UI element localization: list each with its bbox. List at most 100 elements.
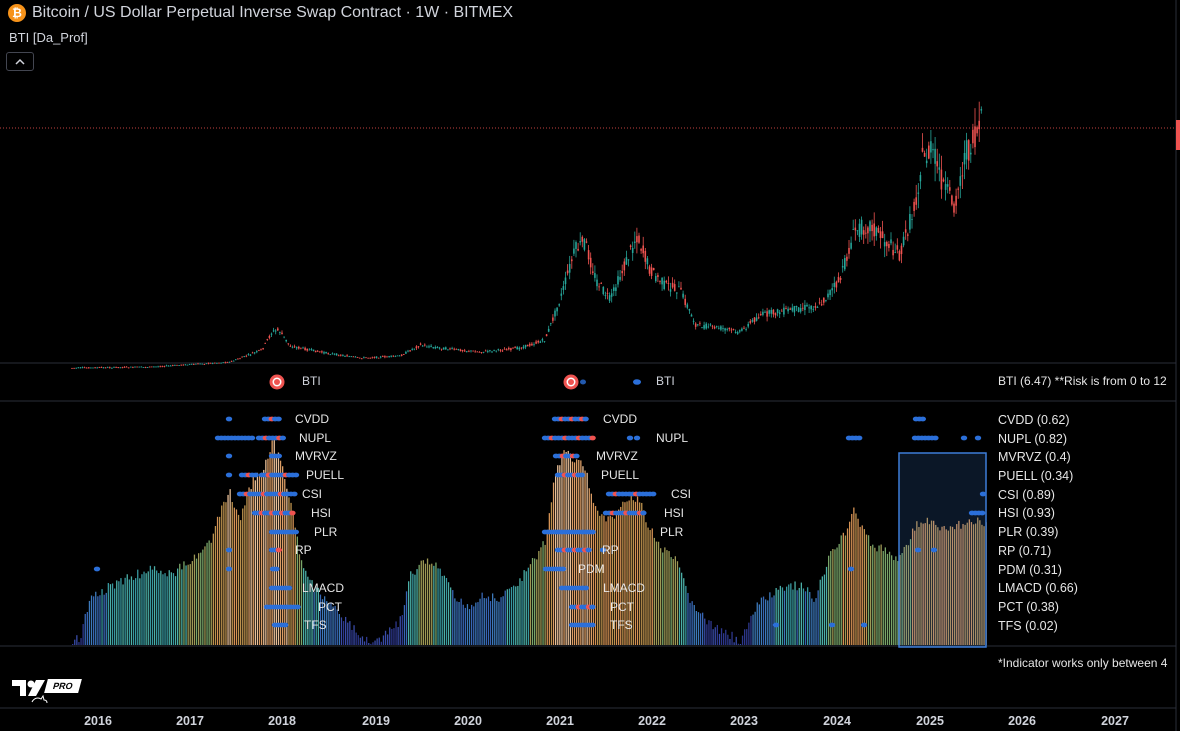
candle-body [520, 347, 523, 349]
candle-body [655, 276, 657, 282]
histogram-bar [750, 615, 752, 645]
candle-body [415, 346, 418, 349]
histogram-bar [471, 604, 473, 645]
candle-body [237, 358, 239, 360]
candle-body [667, 283, 670, 284]
histogram-bar [170, 572, 172, 645]
metric-dot [919, 416, 926, 422]
histogram-bar [668, 551, 670, 645]
histogram-bar [626, 501, 628, 645]
histogram-bar [754, 611, 756, 645]
histogram-bar [422, 560, 424, 645]
selection-box[interactable] [898, 452, 987, 648]
metric-dot [225, 472, 233, 478]
candle-body [451, 348, 453, 349]
candle-body [92, 367, 94, 369]
candle-body [104, 367, 107, 369]
histogram-bar [122, 584, 124, 645]
metric-value: PDM (0.31) [998, 562, 1062, 577]
histogram-bar [582, 466, 584, 645]
candle-body [936, 161, 938, 167]
candle-body [953, 203, 955, 213]
histogram-bar [292, 511, 294, 645]
candle-body [316, 350, 319, 352]
candle-body [321, 351, 323, 353]
histogram-bar [330, 602, 332, 645]
candle-body [384, 356, 386, 358]
symbol-title: Bitcoin / US Dollar Perpetual Inverse Sw… [32, 4, 514, 21]
candle-body [736, 332, 739, 334]
candle-body [892, 249, 894, 256]
candle-body [327, 353, 329, 355]
histogram-bar [147, 571, 149, 645]
histogram-bar [664, 547, 666, 645]
candle-body [631, 248, 634, 253]
histogram-bar [313, 591, 315, 645]
candle-body [447, 349, 449, 351]
histogram-bar [899, 554, 901, 645]
histogram-bar [828, 555, 830, 645]
candle-body [306, 348, 308, 351]
time-axis-label: 2021 [546, 714, 574, 728]
collapse-button[interactable] [6, 52, 34, 71]
candle-body [436, 346, 439, 348]
histogram-bar [233, 507, 235, 645]
candle-body [287, 343, 290, 345]
histogram-bar [855, 513, 857, 645]
candle-body [510, 348, 512, 351]
candle-body [127, 367, 130, 369]
histogram-bar [914, 530, 916, 645]
cycle-label: TFS [304, 618, 327, 632]
metric-dot [772, 622, 780, 628]
histogram-bar [643, 510, 645, 645]
candle-body [808, 307, 810, 309]
histogram-bar [193, 554, 196, 645]
candle-body [621, 271, 623, 274]
chart-title: ₿ Bitcoin / US Dollar Perpetual Inverse … [8, 4, 513, 22]
candle-body [304, 347, 306, 351]
candle-body [940, 169, 943, 190]
candle-body [720, 326, 722, 330]
histogram-bar [468, 609, 471, 645]
cycle-label: CSI [302, 487, 323, 501]
candle-body [976, 127, 978, 134]
histogram-bar [185, 565, 187, 645]
candle-body [340, 354, 342, 356]
histogram-bar [445, 577, 448, 645]
histogram-bar [676, 561, 679, 645]
histogram-bar [821, 576, 823, 645]
tradingview-logo-icon[interactable] [12, 676, 48, 711]
histogram-bar [267, 458, 269, 645]
candle-body [197, 363, 199, 365]
histogram-bar [550, 502, 553, 645]
candle-body [613, 287, 615, 291]
histogram-bar [783, 590, 786, 645]
histogram-bar [489, 601, 492, 645]
candle-body [209, 362, 212, 364]
candle-body [917, 192, 920, 194]
candle-body [346, 355, 348, 357]
histogram-bar [405, 591, 408, 645]
candle-body [652, 268, 655, 271]
histogram-bar [290, 502, 292, 645]
candle-body [71, 367, 73, 369]
candle-body [512, 347, 514, 349]
candle-body [671, 282, 674, 288]
indicator-name[interactable]: BTI [Da_Prof] [9, 30, 88, 45]
histogram-bar [342, 621, 345, 645]
metric-dot [578, 472, 585, 478]
histogram-bar [485, 598, 487, 645]
bti-legend-label-1: BTI [302, 374, 321, 388]
candle-body [713, 326, 716, 329]
candle-body [169, 365, 172, 367]
candle-body [199, 363, 201, 365]
candle-body [478, 351, 481, 353]
candle-body [589, 257, 592, 268]
histogram-bar [846, 528, 849, 645]
histogram-bar [546, 529, 548, 645]
histogram-bar [357, 635, 359, 645]
candle-body [508, 347, 510, 350]
candle-body [778, 312, 781, 315]
histogram-bar [256, 472, 259, 645]
